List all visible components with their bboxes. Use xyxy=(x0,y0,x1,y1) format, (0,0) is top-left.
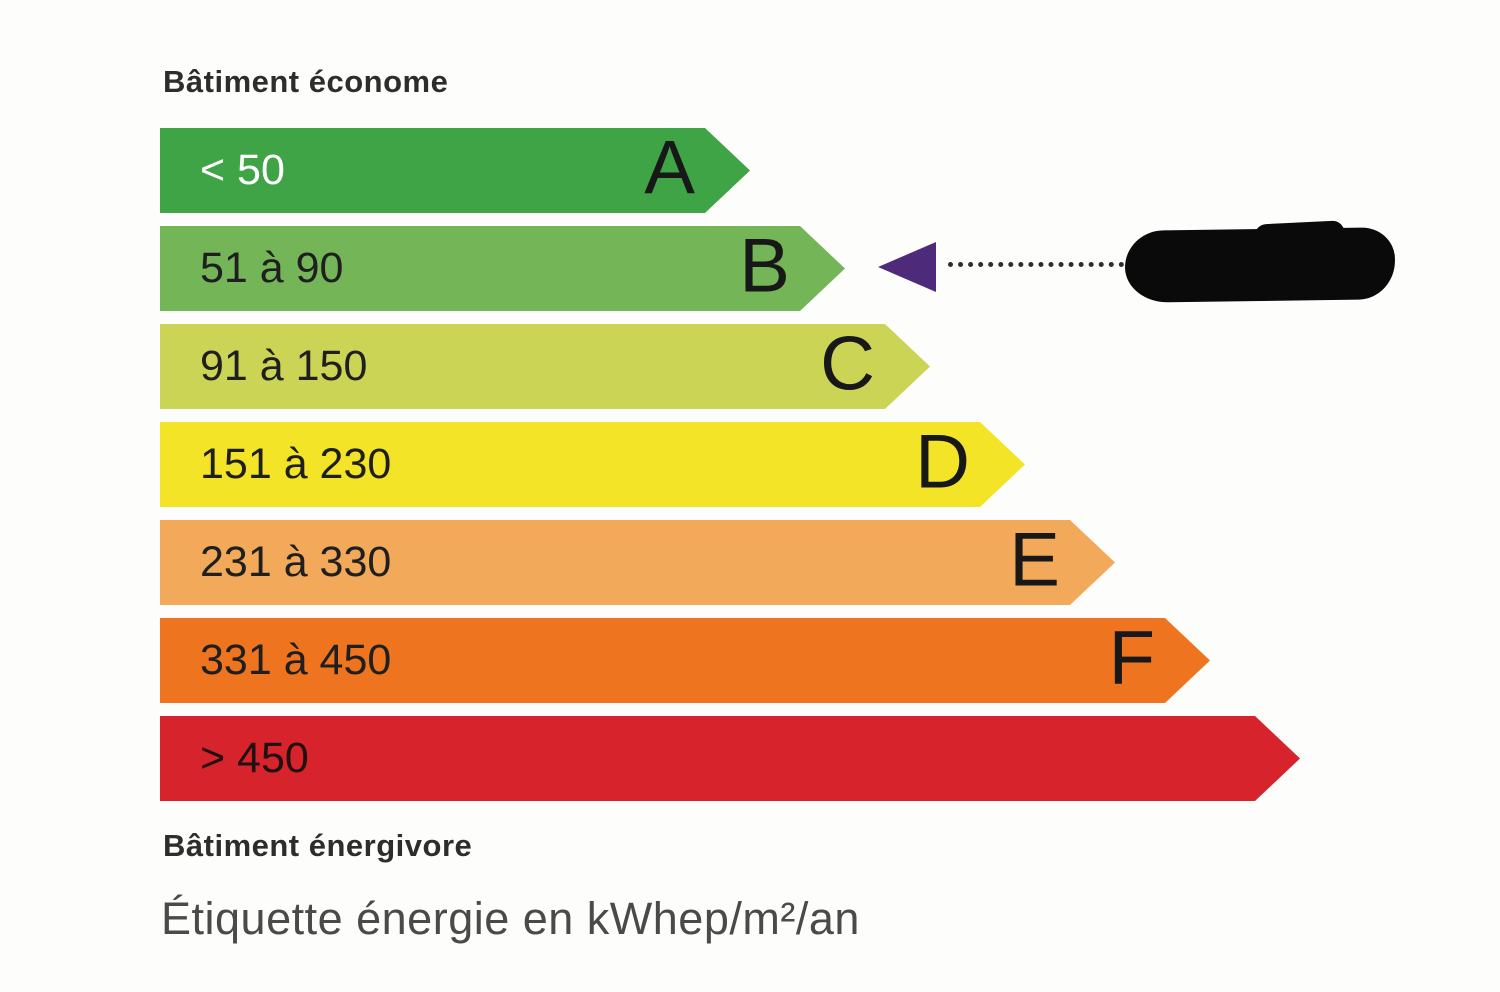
range-label: > 450 xyxy=(200,734,309,782)
range-label: 51 à 90 xyxy=(200,244,344,292)
range-label: < 50 xyxy=(200,146,285,194)
range-label: 331 à 450 xyxy=(200,636,392,684)
class-letter: E xyxy=(1009,517,1060,603)
redacted-value-blob xyxy=(1124,227,1396,303)
class-letter: D xyxy=(915,419,970,505)
class-letter: F xyxy=(1108,615,1155,701)
energy-label-caption: Étiquette énergie en kWhep/m²/an xyxy=(161,893,860,944)
class-letter: C xyxy=(820,321,875,407)
range-label: 151 à 230 xyxy=(200,440,392,488)
range-label: 91 à 150 xyxy=(200,342,368,390)
energy-bar-d: 151 à 230 D xyxy=(160,422,1025,507)
energy-bar-e: 231 à 330 E xyxy=(160,520,1115,605)
class-letter: B xyxy=(739,223,790,309)
energy-bar-c: 91 à 150 C xyxy=(160,324,930,409)
economical-building-label: Bâtiment économe xyxy=(163,64,449,99)
energy-intensive-building-label: Bâtiment énergivore xyxy=(163,828,473,863)
dotted-leader-line xyxy=(948,262,1124,267)
energy-bar-a: < 50 A xyxy=(160,128,750,213)
energy-scale: < 50 A 51 à 90 B 91 à 150 C 151 à 230 D … xyxy=(160,128,1300,814)
energy-bar-g: > 450 G xyxy=(160,716,1300,801)
range-label: 231 à 330 xyxy=(200,538,392,586)
energy-bar-f: 331 à 450 F xyxy=(160,618,1210,703)
energy-bar-b: 51 à 90 B xyxy=(160,226,845,311)
class-letter: A xyxy=(644,125,695,211)
